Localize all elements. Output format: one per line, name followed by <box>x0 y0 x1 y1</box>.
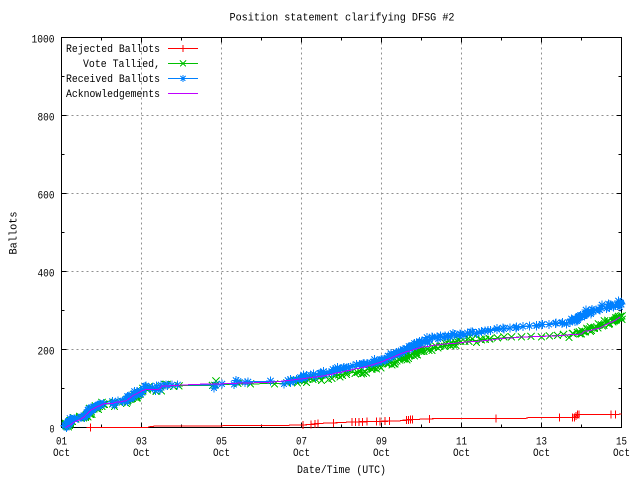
svg-text:01: 01 <box>56 437 67 449</box>
svg-text:Oct: Oct <box>53 448 70 460</box>
svg-text:Date/Time (UTC): Date/Time (UTC) <box>297 465 386 477</box>
svg-text:03: 03 <box>136 437 147 449</box>
svg-text:Rejected Ballots: Rejected Ballots <box>66 44 160 56</box>
svg-text:600: 600 <box>38 191 55 203</box>
svg-text:0: 0 <box>50 425 55 437</box>
svg-text:05: 05 <box>216 437 227 449</box>
svg-text:15: 15 <box>616 437 627 449</box>
svg-text:Oct: Oct <box>293 448 310 460</box>
svg-text:400: 400 <box>38 269 55 281</box>
svg-text:Oct: Oct <box>133 448 150 460</box>
svg-text:Oct: Oct <box>533 448 550 460</box>
svg-text:07: 07 <box>296 437 307 449</box>
svg-text:Vote Tallied,: Vote Tallied, <box>83 59 160 71</box>
svg-text:800: 800 <box>38 113 55 125</box>
svg-text:200: 200 <box>38 347 55 359</box>
svg-text:Acknowledgements: Acknowledgements <box>66 89 160 101</box>
svg-text:Oct: Oct <box>453 448 470 460</box>
svg-text:Ballots: Ballots <box>9 212 21 255</box>
svg-text:Oct: Oct <box>613 448 630 460</box>
svg-text:Oct: Oct <box>213 448 230 460</box>
svg-text:13: 13 <box>536 437 547 449</box>
svg-text:11: 11 <box>456 437 467 449</box>
svg-text:Position statement clarifying: Position statement clarifying DFSG #2 <box>230 13 455 25</box>
svg-text:Received Ballots: Received Ballots <box>66 74 160 86</box>
svg-text:Oct: Oct <box>373 448 390 460</box>
svg-text:09: 09 <box>376 437 387 449</box>
svg-text:1000: 1000 <box>32 35 55 47</box>
